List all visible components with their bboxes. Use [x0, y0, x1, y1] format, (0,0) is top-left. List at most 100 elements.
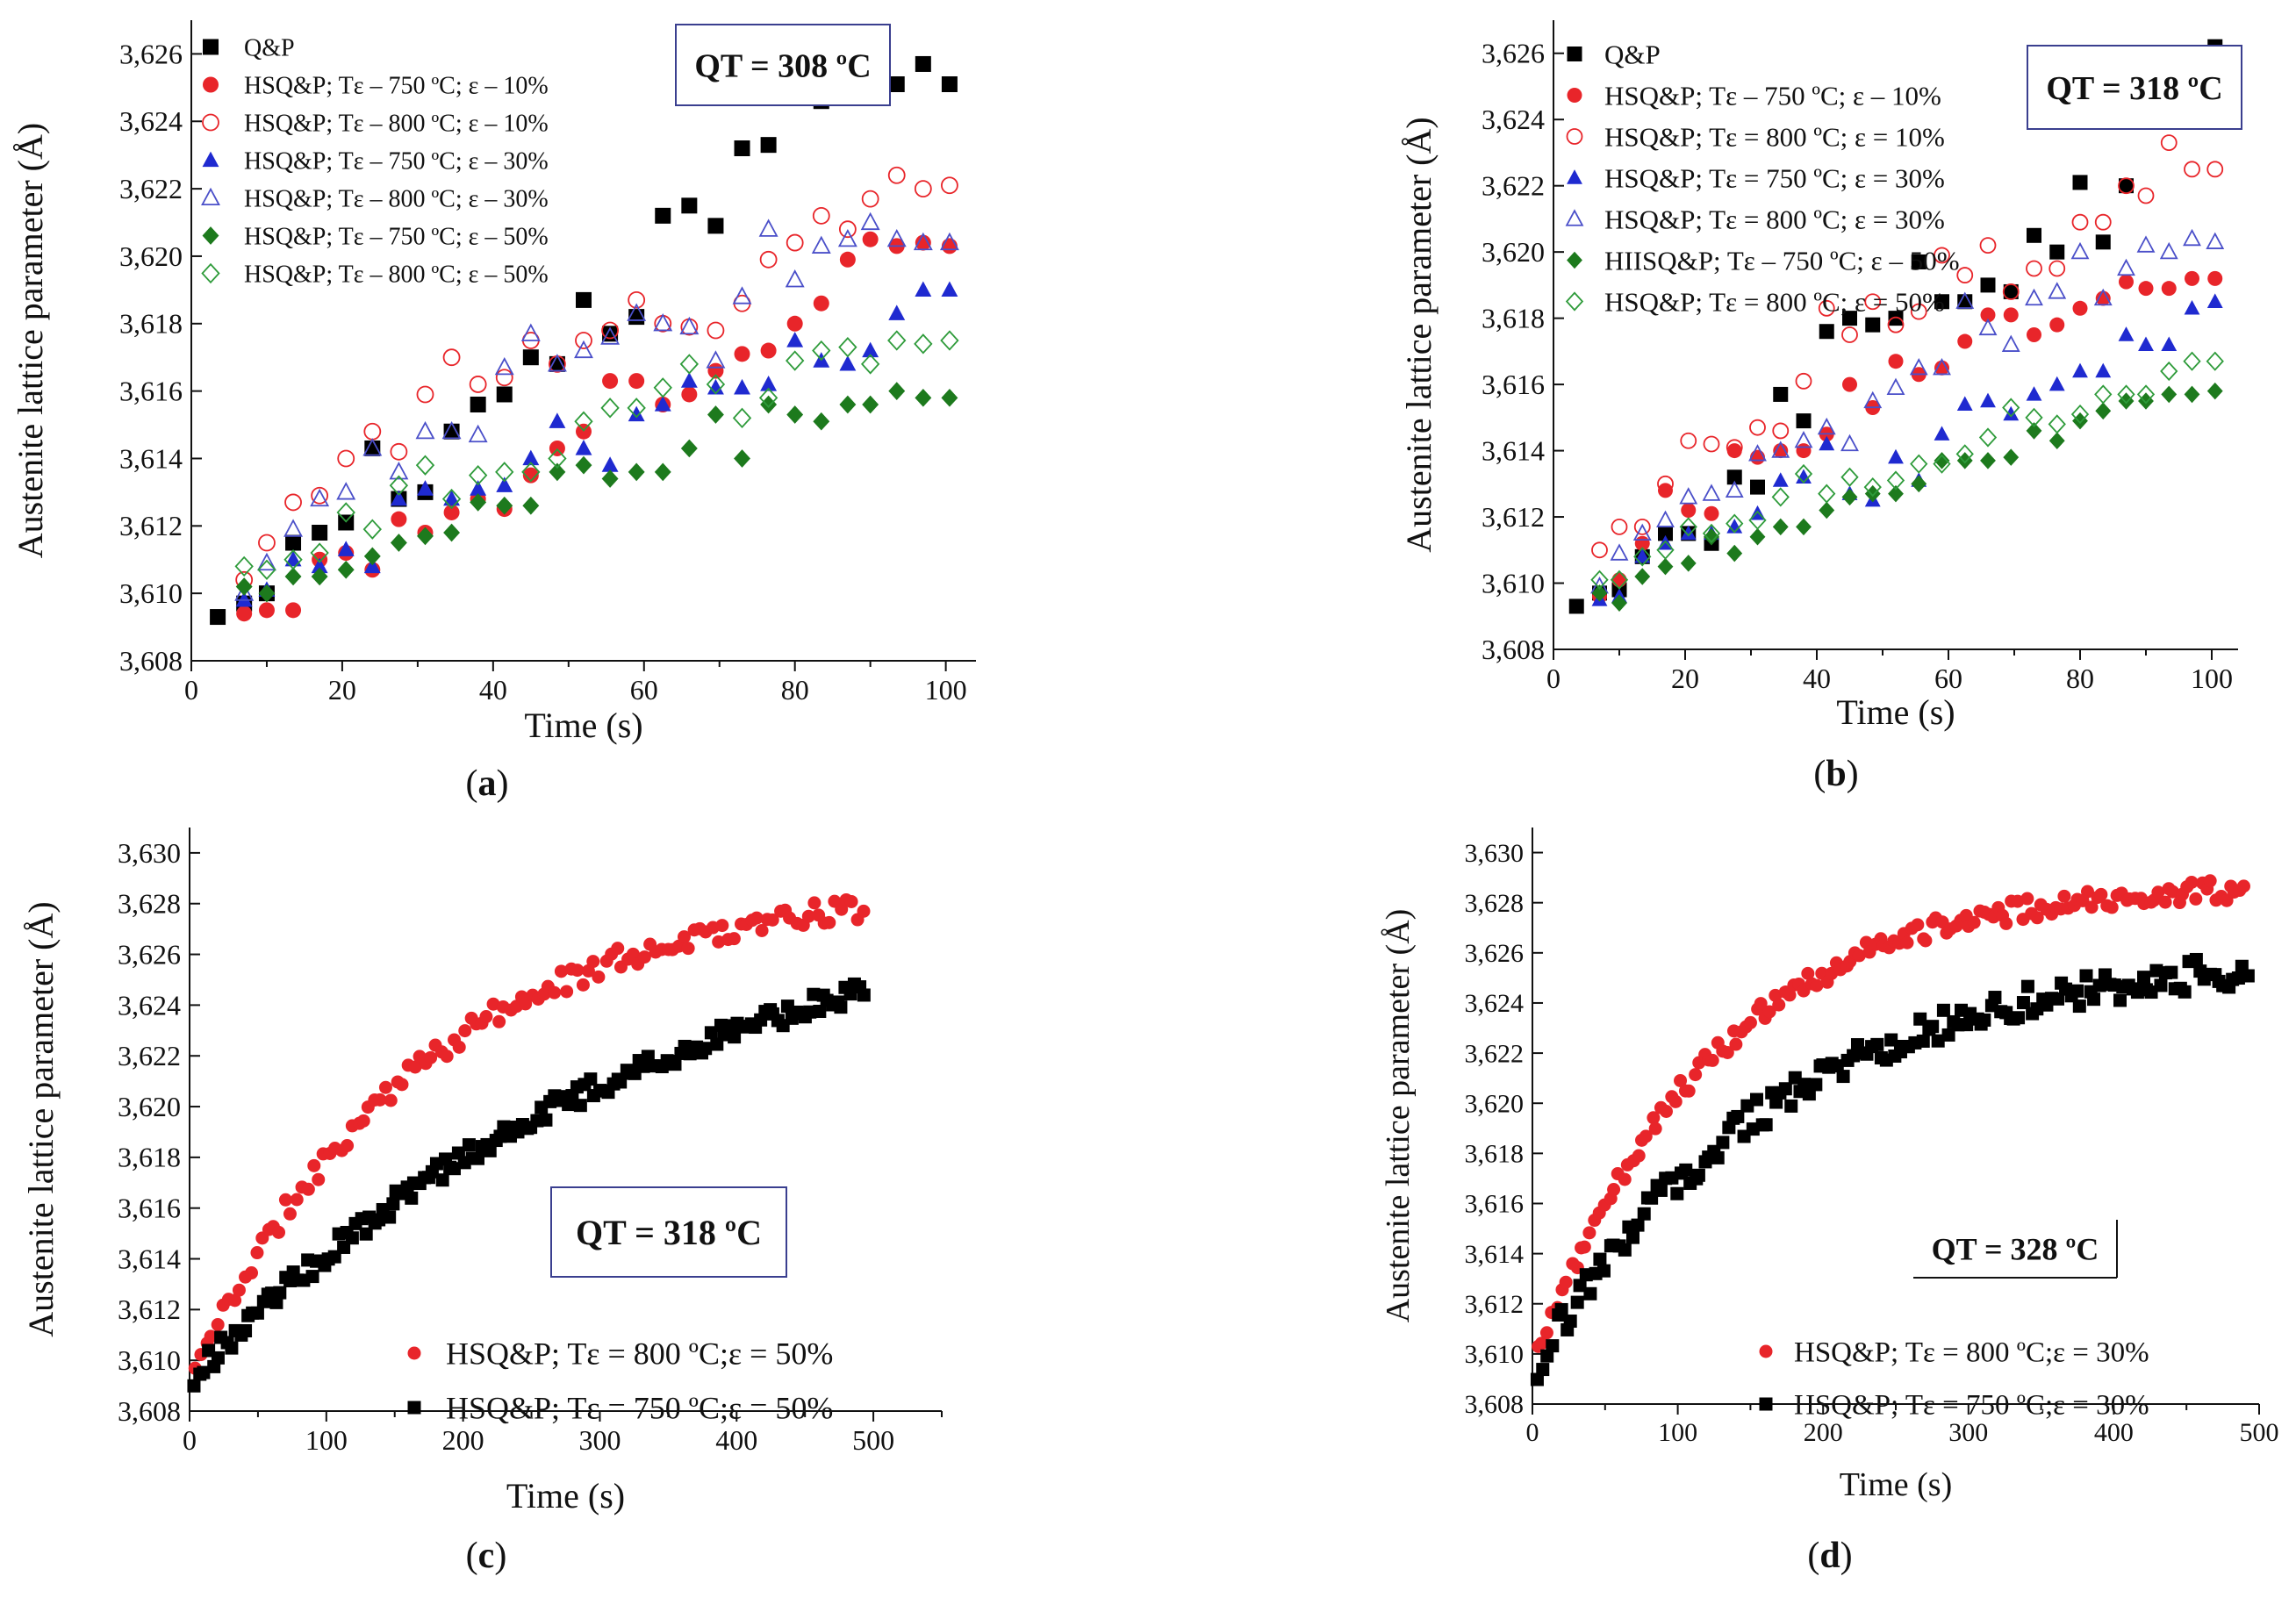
y-tick-label: 3,626	[1465, 939, 1525, 968]
data-point	[378, 1080, 392, 1094]
data-point	[234, 583, 255, 601]
data-point	[2184, 299, 2200, 315]
data-point	[570, 964, 585, 978]
data-point	[362, 438, 383, 456]
data-point	[495, 462, 514, 483]
data-point	[363, 547, 381, 566]
data-point	[807, 896, 822, 910]
data-point	[1750, 449, 1765, 465]
data-point	[522, 449, 540, 466]
legend-entry-label: HSQ&P; Tε = 800 ºC; ε = 30%	[1604, 204, 1945, 234]
data-point	[245, 1266, 259, 1280]
data-point	[2189, 892, 2203, 906]
data-point	[522, 467, 539, 484]
data-point	[1704, 505, 1719, 521]
legend-entry-label: HSQ&P; Tε = 800 ºC;ε = 30%	[1794, 1337, 2149, 1369]
data-point	[390, 534, 407, 552]
data-point	[1796, 469, 1812, 484]
data-point	[554, 964, 568, 978]
data-point	[785, 269, 805, 288]
data-point	[356, 1114, 370, 1128]
x-tick-label: 80	[781, 674, 809, 706]
data-point	[211, 1351, 225, 1365]
legend-entry-label: HSQ&P; Tε = 750 ºC; ε = 30%	[1604, 162, 1945, 193]
data-point	[1726, 443, 1742, 459]
data-point	[734, 140, 750, 156]
y-tick-label: 3,610	[119, 577, 183, 609]
data-point	[311, 486, 329, 505]
data-point	[1633, 518, 1651, 535]
data-point	[1658, 526, 1673, 541]
data-point	[2094, 887, 2108, 901]
data-point	[519, 997, 533, 1011]
data-point	[522, 496, 540, 515]
data-point	[311, 567, 328, 586]
legend: HSQ&P; Tε = 800 ºC;ε = 30% HSQ&P; Tε = 75…	[1759, 1337, 2149, 1422]
data-point	[677, 930, 691, 944]
data-point	[2138, 281, 2154, 297]
data-point	[812, 206, 830, 225]
y-tick-label: 3,614	[118, 1243, 181, 1274]
data-point	[679, 316, 700, 335]
data-point	[680, 439, 698, 458]
data-point	[728, 1030, 742, 1044]
y-tick-label: 3,612	[1465, 1290, 1525, 1319]
series-hsq-p-800-50	[234, 330, 959, 580]
data-point	[2027, 327, 2041, 342]
x-tick-label: 100	[1658, 1418, 1697, 1447]
data-point	[2020, 979, 2034, 993]
annotation-box	[675, 24, 891, 106]
data-point	[1632, 523, 1652, 541]
data-point	[1637, 1207, 1651, 1221]
data-point	[1726, 439, 1743, 456]
legend-entry-label: Q&P	[1604, 39, 1661, 69]
data-point	[469, 376, 487, 393]
data-point	[341, 1139, 355, 1153]
data-point	[495, 369, 513, 387]
data-point	[1887, 316, 1905, 333]
data-point	[1691, 1168, 1705, 1182]
y-tick-label: 3,620	[1465, 1089, 1525, 1118]
data-point	[941, 388, 958, 407]
data-point	[2025, 407, 2043, 427]
data-point	[600, 326, 621, 345]
data-point	[1795, 372, 1812, 390]
data-point	[2206, 382, 2223, 400]
data-point	[2095, 402, 2112, 420]
data-point	[2160, 361, 2178, 382]
data-point	[715, 919, 729, 933]
data-point	[2025, 288, 2043, 306]
y-tick-label: 3,614	[1465, 1240, 1525, 1269]
legend-marker	[1567, 169, 1582, 184]
data-point	[2016, 996, 2030, 1010]
data-point	[1611, 518, 1628, 535]
data-point	[1530, 1372, 1544, 1386]
data-point	[1988, 991, 2002, 1005]
y-tick-label: 3,608	[118, 1395, 181, 1427]
data-point	[627, 398, 646, 419]
y-tick-label: 3,608	[1482, 634, 1545, 665]
y-tick-label: 3,612	[1482, 501, 1545, 533]
data-point	[337, 449, 355, 468]
data-point	[2072, 175, 2088, 190]
y-tick-label: 3,624	[1465, 989, 1525, 1018]
data-point	[1818, 299, 1835, 317]
data-point	[1582, 1226, 1596, 1240]
data-point	[258, 534, 276, 552]
data-point	[285, 534, 302, 551]
data-point	[860, 354, 880, 375]
series-hsq-p-750-10	[1592, 270, 2223, 605]
data-point	[257, 559, 276, 580]
data-point	[707, 405, 724, 424]
data-point	[2203, 874, 2217, 888]
data-point	[862, 231, 879, 247]
data-point	[1590, 570, 1609, 590]
data-point	[471, 1151, 485, 1165]
y-tick-label: 3,624	[118, 989, 181, 1021]
annotation-text: QT = 308 ºC	[694, 47, 871, 84]
data-point	[654, 462, 671, 482]
data-point	[1731, 1109, 1745, 1123]
data-point	[187, 1379, 201, 1393]
data-point	[811, 235, 831, 254]
data-point	[2189, 952, 2203, 966]
